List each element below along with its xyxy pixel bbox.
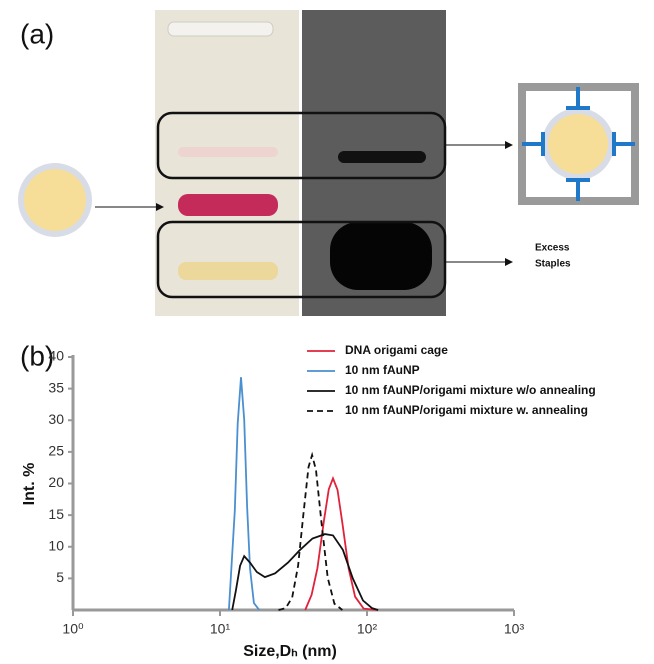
series-line [304,475,379,611]
x-tick-label: 10³ [504,621,525,637]
y-tick-label: 25 [48,443,64,459]
gel-well [167,21,274,37]
y-tick-label: 5 [56,569,64,585]
gel-band [178,147,278,157]
x-tick-label: 10² [357,621,378,637]
box [156,111,447,180]
gel-band [178,262,278,280]
series-line [278,451,343,611]
annotation: Staples [535,259,571,270]
y-tick-label: 30 [48,411,64,427]
x-tick-label: 10⁰ [62,621,84,637]
y-tick-label: 35 [48,379,64,395]
legend-label: 10 nm fAuNP [345,363,420,377]
y-tick-label: 15 [48,506,64,522]
y-tick-label: 10 [48,537,64,553]
box [156,220,447,299]
panel-label: (a) [20,18,54,49]
annotation: Excess [535,243,570,254]
gel-image [155,10,447,316]
legend-label: DNA origami cage [345,343,448,357]
plot: 5 10 15 20 25 30 35 40 10⁰ 10¹ 10² 10³ DNA origami c… [48,343,595,637]
gel-band [338,151,426,163]
series-line [228,377,261,611]
gel-band [330,222,432,290]
y-axis-label: Int. % [21,463,38,506]
gel-band [178,194,278,216]
x-axis-label: Size,Dₕ (nm) [243,643,337,660]
cage-schematic [518,83,639,205]
panel-label: (b) [20,340,54,371]
y-tick-label: 40 [48,348,64,364]
nanoparticle-core [548,114,608,174]
legend-label: 10 nm fAuNP/origami mixture w/o annealin… [345,383,596,397]
nanoparticle-core [24,169,86,231]
series-line [231,533,379,611]
x-tick-label: 10¹ [210,621,231,637]
legend-label: 10 nm fAuNP/origami mixture w. annealing [345,403,588,417]
y-tick-label: 20 [48,474,64,490]
